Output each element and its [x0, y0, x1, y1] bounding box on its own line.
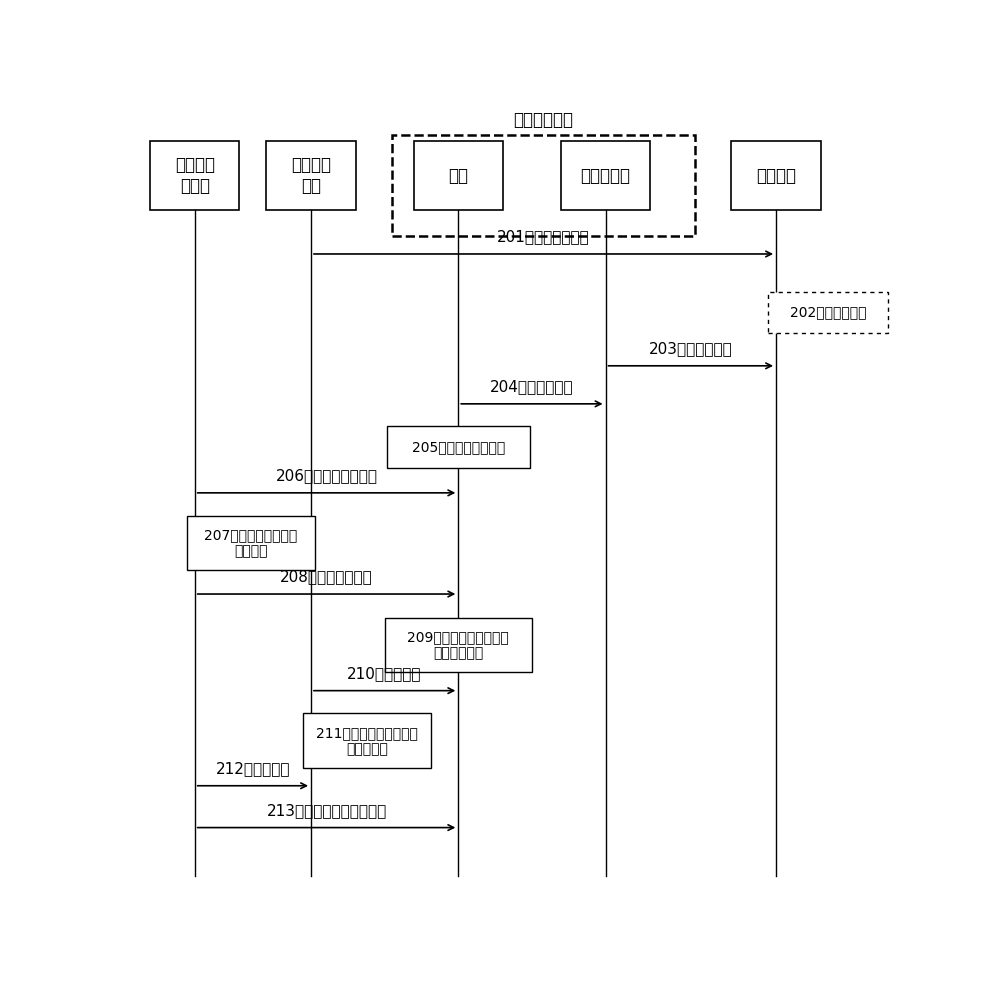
Bar: [150, 141, 239, 209]
Bar: [266, 141, 356, 209]
Text: 207、对用户的合法性
进行验证: 207、对用户的合法性 进行验证: [204, 528, 298, 558]
Text: 213、查询用户的数据报告: 213、查询用户的数据报告: [266, 802, 387, 818]
Text: 211、根据个人参数向用
户提供服务: 211、根据个人参数向用 户提供服务: [316, 726, 418, 756]
Text: 目标应用
终端: 目标应用 终端: [291, 156, 331, 195]
Text: 201、下载配置文件: 201、下载配置文件: [497, 229, 590, 244]
Text: 212、数据报告: 212、数据报告: [216, 761, 290, 776]
Text: 210、个人参数: 210、个人参数: [347, 666, 422, 681]
Text: 网关: 网关: [448, 167, 468, 185]
Bar: [303, 713, 431, 769]
Text: 203、扫描二维码: 203、扫描二维码: [649, 341, 733, 356]
Text: 参数配置装置: 参数配置装置: [514, 112, 574, 129]
Text: 图像扫描枪: 图像扫描枪: [580, 167, 631, 185]
Text: 205、缓存二维码信息: 205、缓存二维码信息: [412, 441, 505, 454]
Text: 信息管理
服务器: 信息管理 服务器: [175, 156, 215, 195]
Bar: [561, 141, 650, 209]
Text: 209、根据标识参数确定
目标应用终端: 209、根据标识参数确定 目标应用终端: [407, 630, 509, 660]
Bar: [387, 426, 530, 468]
Text: 208、验证成功消息: 208、验证成功消息: [280, 569, 373, 584]
Bar: [385, 618, 532, 673]
Bar: [187, 516, 315, 570]
Text: 移动终端: 移动终端: [756, 167, 796, 185]
Text: 206、用户的标识信息: 206、用户的标识信息: [276, 468, 378, 483]
Text: 204、二维码信息: 204、二维码信息: [490, 379, 574, 394]
Text: 202、生成二维码: 202、生成二维码: [790, 305, 867, 319]
Bar: [768, 291, 888, 334]
Bar: [414, 141, 503, 209]
Bar: [392, 135, 695, 236]
Bar: [731, 141, 821, 209]
